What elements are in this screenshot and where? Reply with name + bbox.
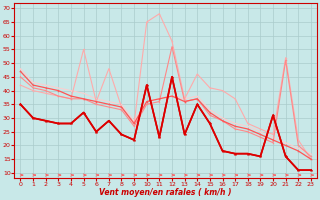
X-axis label: Vent moyen/en rafales ( km/h ): Vent moyen/en rafales ( km/h ) [100,188,232,197]
